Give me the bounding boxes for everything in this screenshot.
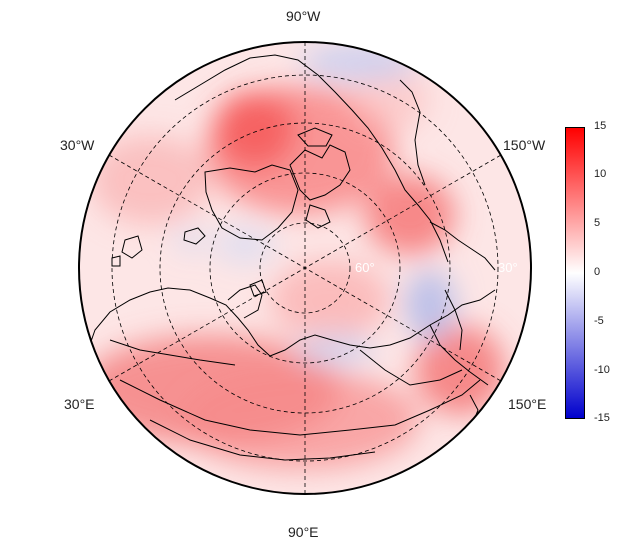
colorbar-tick-0: 0 bbox=[594, 266, 601, 278]
colorbar-tick-neg5: -5 bbox=[594, 315, 604, 327]
lon-label-30w: 30°W bbox=[60, 137, 95, 153]
lon-label-150w: 150°W bbox=[503, 137, 546, 153]
graticule bbox=[108, 42, 502, 494]
colorbar-tick-neg10: -10 bbox=[594, 364, 610, 376]
colorbar-tick-15: 15 bbox=[594, 120, 607, 132]
colorbar bbox=[565, 127, 585, 419]
anomaly-field bbox=[79, 42, 531, 494]
lon-label-150e: 150°E bbox=[508, 396, 547, 412]
colorbar-tick-5: 5 bbox=[594, 217, 601, 229]
lat-label-60: 60° bbox=[355, 260, 375, 275]
lon-label-90e: 90°E bbox=[288, 524, 319, 540]
coastlines bbox=[87, 54, 496, 461]
map-boundary bbox=[78, 41, 532, 495]
lat-label-30: 30° bbox=[498, 260, 518, 275]
lon-label-30e: 30°E bbox=[64, 396, 95, 412]
colorbar-tick-neg15: -15 bbox=[594, 412, 610, 424]
lon-label-90w: 90°W bbox=[286, 8, 321, 24]
colorbar-tick-10: 10 bbox=[594, 168, 607, 180]
